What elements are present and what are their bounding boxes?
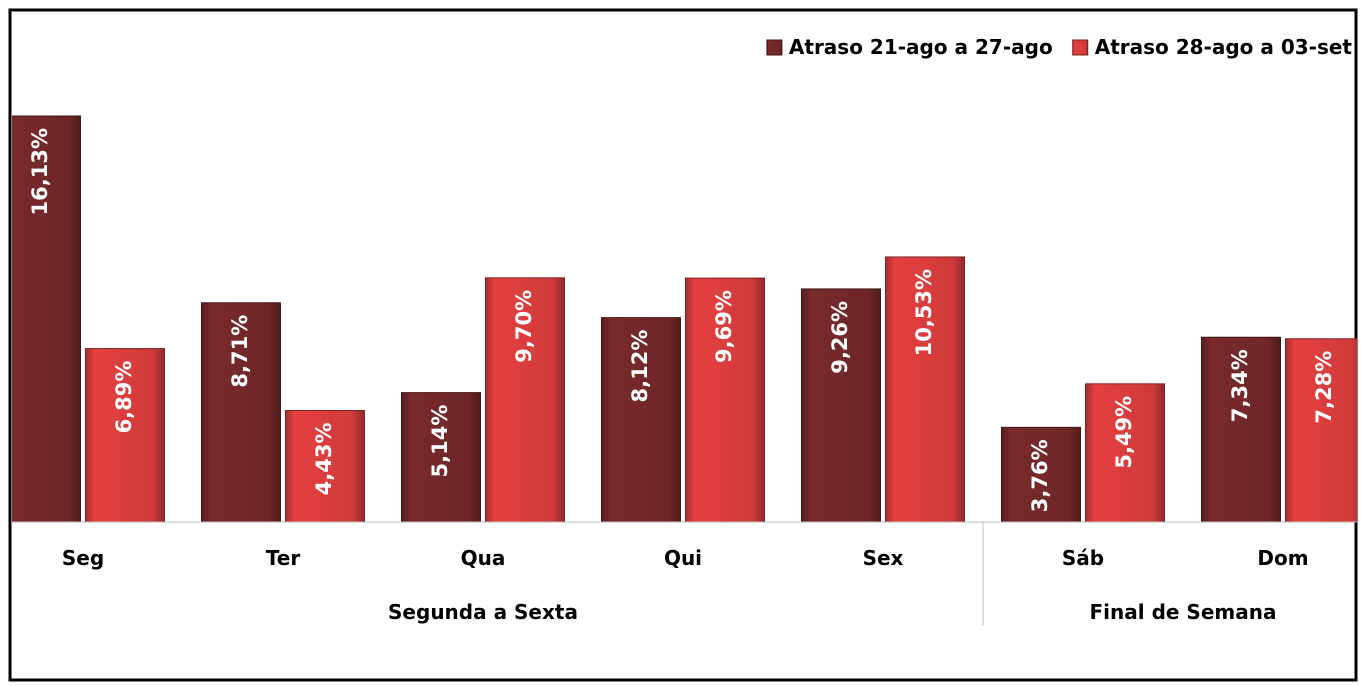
bar xyxy=(12,115,81,523)
data-label: 9,70% xyxy=(512,290,536,363)
bar xyxy=(401,392,481,523)
bar xyxy=(885,256,965,523)
group-label: Segunda a Sexta xyxy=(388,600,578,624)
x-tick-label: Sex xyxy=(863,546,904,570)
x-tick-label: Ter xyxy=(266,546,301,570)
x-tick-label: Qui xyxy=(664,546,702,570)
data-label: 4,43% xyxy=(312,422,336,495)
legend-label: Atraso 28-ago a 03-set xyxy=(1095,35,1353,59)
bar xyxy=(1201,336,1281,523)
bar xyxy=(1001,426,1081,523)
x-tick-label: Qua xyxy=(461,546,506,570)
data-label: 9,26% xyxy=(828,301,852,374)
bar xyxy=(601,317,681,523)
x-tick-label: Seg xyxy=(62,546,104,570)
data-label: 16,13% xyxy=(28,128,52,215)
data-label: 7,28% xyxy=(1312,351,1336,424)
bar xyxy=(85,348,165,523)
data-label: 6,89% xyxy=(112,361,136,434)
data-label: 3,76% xyxy=(1028,439,1052,512)
group-label: Final de Semana xyxy=(1090,600,1277,624)
legend-swatch xyxy=(766,39,783,56)
bar xyxy=(685,277,765,523)
plot-area: 16,13% 6,89% 8,71% 4,43% 5,14% 9,70% 8,12% 9,69… xyxy=(12,115,1357,523)
x-tick-label: Sáb xyxy=(1062,546,1104,570)
x-tick-label: Dom xyxy=(1257,546,1308,570)
data-label: 8,71% xyxy=(228,315,252,388)
legend-swatch xyxy=(1072,39,1089,56)
bar xyxy=(1085,383,1165,523)
data-label: 9,69% xyxy=(712,290,736,363)
bar xyxy=(801,288,881,523)
data-label: 10,53% xyxy=(912,269,936,356)
data-label: 5,14% xyxy=(428,405,452,478)
legend-label: Atraso 21-ago a 27-ago xyxy=(789,35,1053,59)
data-label: 8,12% xyxy=(628,330,652,403)
data-label: 5,49% xyxy=(1112,396,1136,469)
data-label: 7,34% xyxy=(1228,349,1252,422)
